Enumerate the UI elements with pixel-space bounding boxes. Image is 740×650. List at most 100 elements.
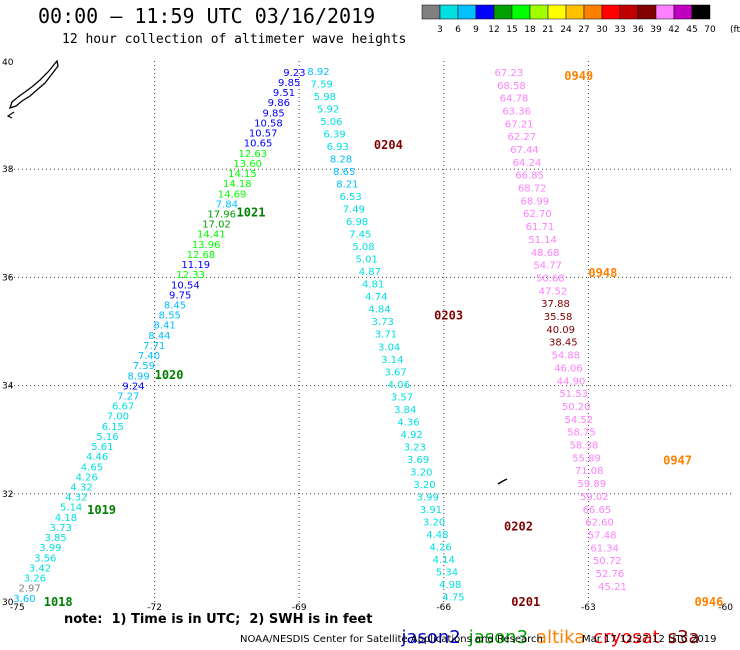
pass-time-label: 0202 <box>504 519 533 533</box>
timestamp: Mar 17 12:27:12 UTC 2019 <box>582 634 717 645</box>
swh-value-label: 50.20 <box>562 402 591 413</box>
swh-value-label: 44.90 <box>557 376 586 387</box>
swh-value-label: 54.52 <box>564 415 593 426</box>
swh-value-label: 58.38 <box>570 441 599 452</box>
swh-value-label: 3.42 <box>29 563 51 574</box>
lat-tick-label: 40 <box>2 58 14 68</box>
swh-value-label: 5.92 <box>317 104 339 115</box>
swh-value-label: 4.36 <box>397 417 419 428</box>
lon-tick-label: -60 <box>718 603 733 613</box>
swh-value-label: 8.44 <box>148 331 170 342</box>
swh-value-label: 6.39 <box>323 129 345 140</box>
swh-value-label: 2.97 <box>19 584 41 595</box>
swh-value-label: 5.06 <box>320 117 342 128</box>
colorbar-label: 27 <box>578 25 589 35</box>
swh-value-label: 3.20 <box>410 467 432 478</box>
lat-tick-label: 30 <box>2 598 14 608</box>
swh-value-label: 61.71 <box>526 222 555 233</box>
swh-value-label: 4.75 <box>442 593 464 604</box>
swh-value-label: 5.08 <box>352 242 374 253</box>
swh-value-label: 9.86 <box>268 98 290 109</box>
swh-value-label: 3.23 <box>404 442 426 453</box>
colorbar-label: 39 <box>650 25 662 35</box>
legend-s3a: s3a <box>667 627 700 648</box>
swh-value-label: 4.92 <box>401 430 423 441</box>
coastline <box>6 111 15 119</box>
swh-value-label: 64.24 <box>513 158 542 169</box>
swh-value-label: 8.28 <box>330 154 352 165</box>
swh-value-label: 17.96 <box>207 209 236 220</box>
swh-value-label: 38.45 <box>549 338 578 349</box>
colorbar-label: 45 <box>686 25 697 35</box>
swh-value-label: 50.72 <box>593 556 622 567</box>
swh-value-label: 58.75 <box>567 428 596 439</box>
swh-value-label: 7.00 <box>107 412 129 423</box>
pass-time-label: 0947 <box>663 453 692 467</box>
swh-value-label: 67.23 <box>495 68 524 79</box>
swh-value-label: 4.84 <box>368 305 390 316</box>
swh-value-label: 3.69 <box>407 455 429 466</box>
colorbar-label: (ft) <box>730 25 740 35</box>
mission-legend: jason2 jason3 altika cryosat s3a <box>390 606 708 648</box>
swh-value-label: 8.45 <box>164 300 186 311</box>
legend-jason3: jason3 <box>468 627 529 648</box>
swh-value-label: 6.98 <box>346 217 368 228</box>
swh-value-label: 8.65 <box>333 167 355 178</box>
swh-value-label: 3.71 <box>375 330 397 341</box>
swh-value-label: 51.53 <box>559 389 588 400</box>
swh-value-label: 13.60 <box>233 159 262 170</box>
swh-value-label: 7.27 <box>117 392 139 403</box>
pass-time-label: 0204 <box>374 138 403 152</box>
swh-value-label: 3.84 <box>394 405 416 416</box>
swh-value-label: 3.73 <box>50 523 72 534</box>
colorbar-label: 33 <box>614 25 625 35</box>
swh-value-label: 3.20 <box>423 518 445 529</box>
swh-value-label: 54.77 <box>533 261 562 272</box>
lat-tick-label: 36 <box>2 273 14 283</box>
swh-value-label: 45.21 <box>598 582 627 593</box>
swh-value-label: 3.67 <box>384 367 406 378</box>
swh-value-label: 7.49 <box>343 205 365 216</box>
lat-tick-label: 34 <box>2 382 14 392</box>
swh-value-label: 63.36 <box>502 106 531 117</box>
pass-time-label: 1018 <box>44 595 73 609</box>
swh-value-label: 14.69 <box>218 189 247 200</box>
swh-value-label: 9.85 <box>262 108 284 119</box>
swh-value-label: 59.89 <box>577 479 606 490</box>
swh-value-label: 68.72 <box>518 184 547 195</box>
swh-value-label: 3.04 <box>378 342 400 353</box>
swh-value-label: 4.26 <box>76 472 98 483</box>
legend-cryosat: cryosat <box>593 627 660 648</box>
swh-value-label: 6.67 <box>112 402 134 413</box>
swh-value-label: 5.14 <box>60 503 82 514</box>
swh-value-label: 3.99 <box>39 543 61 554</box>
lat-tick-label: 38 <box>2 165 14 175</box>
swh-value-label: 4.18 <box>55 513 77 524</box>
swh-value-label: 62.60 <box>585 518 614 529</box>
swh-value-label: 3.60 <box>13 594 35 605</box>
colorbar-label: 6 <box>455 25 461 35</box>
swh-value-label: 7.59 <box>133 361 155 372</box>
swh-value-label: 8.55 <box>159 311 181 322</box>
swh-value-label: 66.85 <box>515 171 544 182</box>
swh-value-label: 12.33 <box>176 270 205 281</box>
swh-value-label: 54.88 <box>552 351 581 362</box>
swh-value-label: 59.02 <box>580 492 609 503</box>
swh-value-label: 51.14 <box>528 235 557 246</box>
swh-value-label: 5.01 <box>356 255 378 266</box>
lon-tick-label: -69 <box>292 603 307 613</box>
swh-value-label: 10.58 <box>254 118 283 129</box>
colorbar-label: 18 <box>524 25 536 35</box>
swh-value-label: 13.96 <box>192 240 221 251</box>
swh-value-label: 68.58 <box>497 81 526 92</box>
swh-value-label: 3.20 <box>413 480 435 491</box>
colorbar-label: 30 <box>596 25 608 35</box>
swh-value-label: 48.68 <box>531 248 560 259</box>
swh-value-label: 9.51 <box>273 88 295 99</box>
swh-value-label: 3.73 <box>372 317 394 328</box>
swh-value-label: 14.18 <box>223 179 252 190</box>
swh-value-label: 4.32 <box>70 483 92 494</box>
swh-value-label: 61.34 <box>590 543 619 554</box>
swh-value-label: 11.19 <box>181 260 210 271</box>
